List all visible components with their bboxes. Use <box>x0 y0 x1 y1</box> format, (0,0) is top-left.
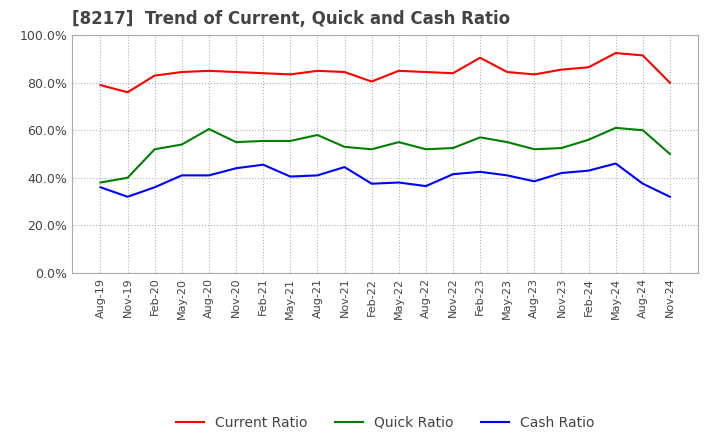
Quick Ratio <box>449 145 457 150</box>
Cash Ratio <box>286 174 294 179</box>
Quick Ratio <box>96 180 105 185</box>
Current Ratio <box>665 80 674 85</box>
Quick Ratio <box>584 137 593 143</box>
Cash Ratio <box>96 185 105 190</box>
Cash Ratio <box>259 162 268 167</box>
Quick Ratio <box>530 147 539 152</box>
Quick Ratio <box>476 135 485 140</box>
Current Ratio <box>530 72 539 77</box>
Quick Ratio <box>395 139 403 145</box>
Cash Ratio <box>611 161 620 166</box>
Cash Ratio <box>150 185 159 190</box>
Quick Ratio <box>503 139 511 145</box>
Text: [8217]  Trend of Current, Quick and Cash Ratio: [8217] Trend of Current, Quick and Cash … <box>72 10 510 28</box>
Quick Ratio <box>611 125 620 131</box>
Quick Ratio <box>232 139 240 145</box>
Cash Ratio <box>557 170 566 176</box>
Cash Ratio <box>232 165 240 171</box>
Cash Ratio <box>503 173 511 178</box>
Current Ratio <box>150 73 159 78</box>
Quick Ratio <box>421 147 430 152</box>
Quick Ratio <box>123 175 132 180</box>
Current Ratio <box>178 70 186 75</box>
Cash Ratio <box>665 194 674 199</box>
Cash Ratio <box>204 173 213 178</box>
Cash Ratio <box>341 165 349 170</box>
Quick Ratio <box>665 151 674 157</box>
Line: Quick Ratio: Quick Ratio <box>101 128 670 183</box>
Cash Ratio <box>530 179 539 184</box>
Quick Ratio <box>341 144 349 150</box>
Current Ratio <box>503 70 511 75</box>
Current Ratio <box>449 70 457 76</box>
Cash Ratio <box>178 173 186 178</box>
Quick Ratio <box>313 132 322 138</box>
Cash Ratio <box>476 169 485 174</box>
Line: Current Ratio: Current Ratio <box>101 53 670 92</box>
Current Ratio <box>367 79 376 84</box>
Quick Ratio <box>557 145 566 150</box>
Line: Cash Ratio: Cash Ratio <box>101 164 670 197</box>
Legend: Current Ratio, Quick Ratio, Cash Ratio: Current Ratio, Quick Ratio, Cash Ratio <box>171 411 600 436</box>
Cash Ratio <box>123 194 132 199</box>
Current Ratio <box>204 68 213 73</box>
Quick Ratio <box>178 142 186 147</box>
Current Ratio <box>313 68 322 73</box>
Cash Ratio <box>639 181 647 186</box>
Cash Ratio <box>421 183 430 189</box>
Current Ratio <box>584 65 593 70</box>
Current Ratio <box>286 72 294 77</box>
Current Ratio <box>123 90 132 95</box>
Current Ratio <box>611 50 620 55</box>
Quick Ratio <box>259 138 268 143</box>
Current Ratio <box>476 55 485 60</box>
Current Ratio <box>395 68 403 73</box>
Cash Ratio <box>449 172 457 177</box>
Cash Ratio <box>584 168 593 173</box>
Current Ratio <box>557 67 566 72</box>
Current Ratio <box>96 82 105 88</box>
Current Ratio <box>639 53 647 58</box>
Quick Ratio <box>367 147 376 152</box>
Cash Ratio <box>395 180 403 185</box>
Current Ratio <box>232 70 240 75</box>
Quick Ratio <box>150 147 159 152</box>
Cash Ratio <box>313 173 322 178</box>
Quick Ratio <box>286 138 294 143</box>
Current Ratio <box>341 70 349 75</box>
Current Ratio <box>259 70 268 76</box>
Quick Ratio <box>204 126 213 132</box>
Cash Ratio <box>367 181 376 186</box>
Quick Ratio <box>639 128 647 133</box>
Current Ratio <box>421 70 430 75</box>
